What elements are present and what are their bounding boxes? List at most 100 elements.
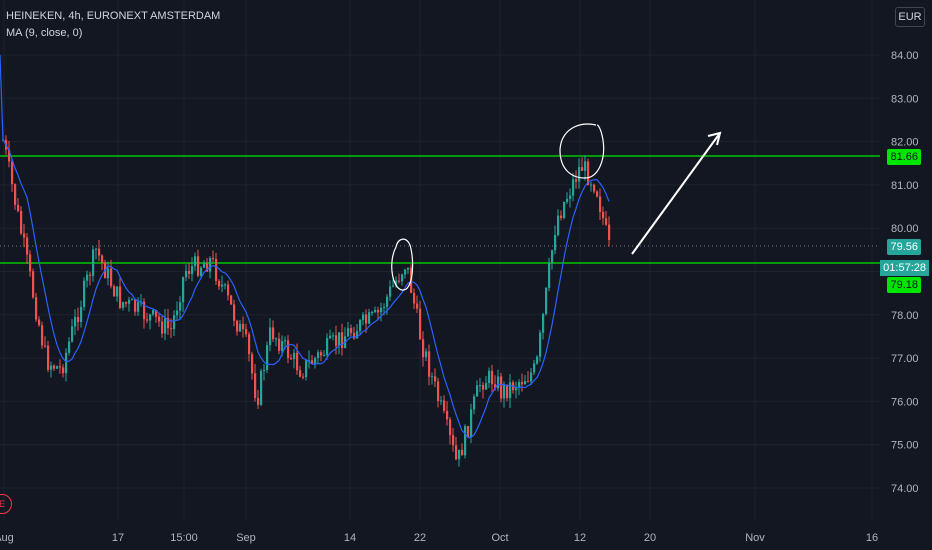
candle-body <box>251 354 254 374</box>
y-tick-label: 84.00 <box>891 50 919 62</box>
candle-body <box>539 332 542 357</box>
candle-body <box>38 319 41 326</box>
candle-body <box>449 419 452 436</box>
x-tick-label: Nov <box>745 532 765 544</box>
y-tick-label: 76.00 <box>891 396 919 408</box>
candle-body <box>563 202 566 219</box>
candle-body <box>170 328 173 330</box>
candle-body <box>383 306 386 308</box>
candle-body <box>68 341 71 353</box>
candle-body <box>320 352 323 356</box>
candle-body <box>491 370 494 385</box>
candle-body <box>452 435 455 446</box>
candle-body <box>482 384 485 390</box>
candle-body <box>26 237 29 255</box>
candle-body <box>272 327 275 340</box>
candle-body <box>191 266 194 274</box>
candle-body <box>503 384 506 399</box>
candle-body <box>209 257 212 272</box>
candle-body <box>416 303 419 309</box>
candle-body <box>359 320 362 332</box>
symbol-title[interactable]: HEINEKEN, 4h, EURONEXT AMSTERDAM <box>6 10 221 22</box>
candle-body <box>17 204 20 211</box>
x-tick-label: 16 <box>866 532 878 544</box>
candle-body <box>557 215 560 235</box>
candle-body <box>455 445 458 460</box>
candle-body <box>290 358 293 360</box>
indicator-title[interactable]: MA (9, close, 0) <box>6 27 83 39</box>
candle-body <box>479 384 482 386</box>
candle-body <box>113 286 116 297</box>
candle-body <box>224 284 227 286</box>
candle-body <box>554 234 557 251</box>
candle-body <box>287 340 290 359</box>
x-tick-label: 22 <box>414 532 426 544</box>
candle-body <box>380 307 383 313</box>
candle-body <box>335 335 338 346</box>
candle-body <box>221 284 224 287</box>
last-price-tag: 79.56 <box>887 239 921 255</box>
candle-body <box>227 284 230 296</box>
candle-body <box>362 314 365 321</box>
candle-body <box>356 331 359 339</box>
candle-body <box>590 184 593 186</box>
x-tick-label: 17 <box>112 532 124 544</box>
candle-body <box>206 263 209 272</box>
candle-body <box>572 179 575 196</box>
candle-body <box>500 376 503 399</box>
candle-body <box>536 356 539 364</box>
currency-badge[interactable]: EUR <box>895 7 925 27</box>
candle-body <box>182 277 185 303</box>
candle-body <box>215 258 218 281</box>
candle-body <box>575 179 578 182</box>
candle-body <box>86 274 89 281</box>
candle-body <box>521 382 524 385</box>
candle-body <box>263 369 266 371</box>
resistance-price-tag: 81.66 <box>887 149 921 165</box>
candle-body <box>374 309 377 313</box>
candle-body <box>413 292 416 304</box>
candle-body <box>386 296 389 307</box>
candle-body <box>212 257 215 259</box>
candle-body <box>65 352 68 374</box>
candle-body <box>518 382 521 388</box>
candle-body <box>185 270 188 278</box>
candle-body <box>110 268 113 287</box>
y-tick-label: 75.00 <box>891 440 919 452</box>
candle-body <box>230 295 233 305</box>
candle-body <box>176 310 179 316</box>
x-tick-label: Oct <box>491 532 508 544</box>
candle-body <box>578 167 581 182</box>
x-tick-label: 15:00 <box>170 532 198 544</box>
candle-body <box>494 384 497 389</box>
candle-body <box>566 198 569 203</box>
time-axis: Aug 17 15:00 Sep 14 22 Oct 12 20 Nov 16 <box>0 532 878 544</box>
circle-drawing-2 <box>559 123 605 179</box>
candle-body <box>428 351 431 377</box>
candle-body <box>425 351 428 358</box>
candle-body <box>269 327 272 346</box>
candle-body <box>530 372 533 382</box>
candle-body <box>368 312 371 324</box>
candle-body <box>20 210 23 234</box>
y-tick-label: 81.00 <box>891 180 919 192</box>
candle-body <box>59 366 62 368</box>
arrow-head <box>707 131 722 146</box>
candle-body <box>254 373 257 398</box>
candle-body <box>53 365 56 369</box>
candle-body <box>470 409 473 438</box>
chart-grid <box>0 0 880 520</box>
candle-body <box>584 161 587 171</box>
candle-body <box>323 355 326 357</box>
candle-body <box>317 352 320 358</box>
candle-body <box>542 313 545 333</box>
candle-body <box>29 254 32 272</box>
candles <box>2 134 611 467</box>
candle-body <box>41 325 44 346</box>
candle-body <box>194 256 197 267</box>
candle-body <box>14 184 17 205</box>
y-tick-label: 80.00 <box>891 223 919 235</box>
candle-body <box>485 382 488 390</box>
candle-body <box>458 449 461 460</box>
